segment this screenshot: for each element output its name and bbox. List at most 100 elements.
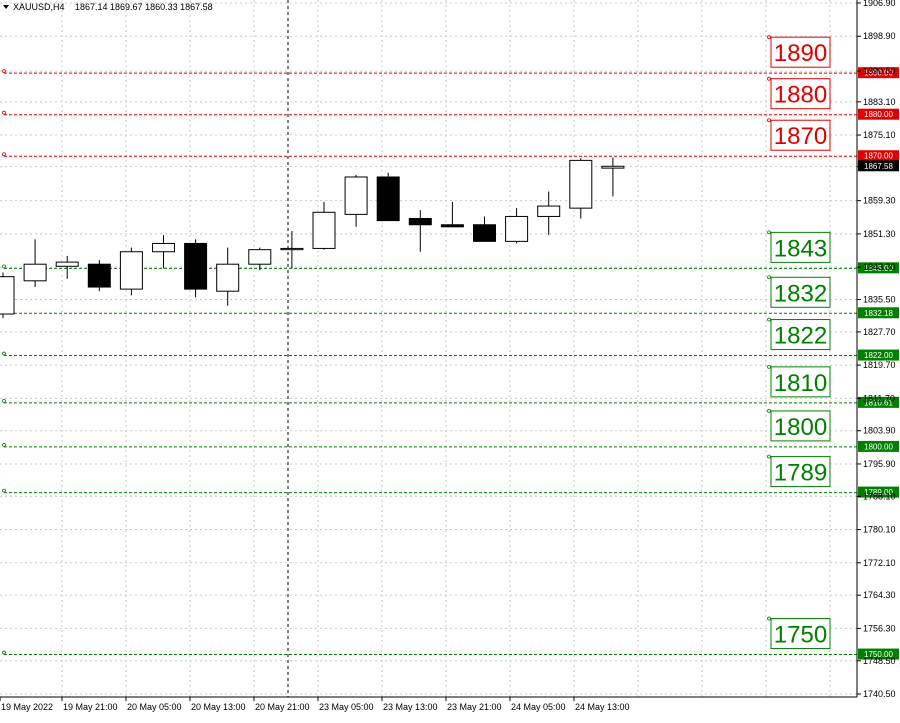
candle — [569, 158, 593, 219]
candles — [0, 157, 625, 319]
price-tick-label: 1740.50 — [863, 689, 896, 699]
time-tick-label: 23 May 13:00 — [383, 702, 438, 712]
level-label: 1800 — [774, 414, 827, 441]
candle-body — [0, 276, 15, 315]
candle — [248, 247, 272, 271]
candle — [280, 230, 304, 269]
time-tick-label: 23 May 05:00 — [319, 702, 374, 712]
level-label-box — [770, 319, 831, 351]
chart-header: XAUUSD,H4 1867.14 1869.67 1860.33 1867.5… — [3, 2, 213, 12]
level-label: 1880 — [774, 82, 827, 109]
level-box-anchor-icon — [767, 454, 771, 459]
level-label: 1822 — [774, 323, 827, 350]
candle-body — [601, 165, 625, 169]
level-label-box — [770, 366, 831, 398]
level-anchor-icon — [2, 488, 6, 493]
price-tick-label: 1788.10 — [863, 491, 896, 501]
level-price-tag-text: 1822.00 — [864, 351, 893, 360]
level-price-tag — [858, 440, 899, 452]
price-tick-label: 1795.90 — [863, 459, 896, 469]
candle-body — [312, 211, 336, 249]
candle-body — [505, 215, 529, 242]
level-price-tag — [858, 262, 899, 274]
candle-body — [537, 205, 561, 217]
price-tick-label: 1756.30 — [863, 623, 896, 633]
candle — [601, 157, 625, 197]
level-anchor-icon — [2, 264, 6, 269]
candle-body — [280, 247, 304, 251]
level-label: 1750 — [774, 622, 827, 649]
level-box-anchor-icon — [767, 409, 771, 413]
current-price-tag — [858, 160, 899, 172]
level-price-tag — [858, 486, 899, 498]
level-price-tag — [858, 396, 899, 408]
level-label: 1890 — [774, 40, 827, 67]
level-1832: 1832 1832.18 — [2, 275, 899, 319]
time-tick-label: 23 May 21:00 — [447, 702, 502, 712]
time-tick-label: 20 May 21:00 — [255, 702, 310, 712]
level-price-tag-text: 1890.00 — [864, 69, 893, 78]
level-price-tag-text: 1750.00 — [864, 650, 893, 659]
candle-body — [119, 251, 143, 290]
time-tick-label: 20 May 13:00 — [191, 702, 246, 712]
candle-body — [23, 263, 47, 282]
time-tick-label: 24 May 13:00 — [575, 702, 630, 712]
level-1750: 1750 1750.00 — [2, 616, 899, 660]
candle — [55, 255, 79, 279]
level-price-tag — [858, 349, 899, 361]
candle-body — [408, 218, 432, 226]
price-tick-label: 1772.10 — [863, 558, 896, 568]
candle — [119, 247, 143, 296]
level-box-anchor-icon — [767, 35, 771, 40]
candle-body — [473, 224, 496, 242]
level-box-anchor-icon — [767, 230, 771, 235]
candle — [87, 260, 111, 292]
candle-body — [376, 176, 400, 222]
price-tick-label: 1898.90 — [863, 31, 896, 41]
level-1800: 1800 1800.00 — [2, 409, 899, 452]
level-price-tag-text: 1800.00 — [864, 442, 893, 451]
price-tick-label: 1851.30 — [863, 229, 896, 239]
level-label: 1810 — [774, 370, 827, 397]
level-price-tag — [858, 648, 899, 660]
level-price-tag-text: 1843.00 — [864, 264, 893, 273]
candle-body — [216, 263, 240, 292]
level-label: 1832 — [774, 280, 827, 307]
level-label-box — [770, 36, 831, 68]
candle-body — [87, 263, 111, 288]
level-box-anchor-icon — [767, 317, 771, 322]
level-label-box — [770, 618, 831, 650]
candle — [505, 208, 529, 244]
price-tick-label: 1827.70 — [863, 327, 896, 337]
triangle-down-icon[interactable] — [3, 5, 9, 9]
price-tick-label: 1811.70 — [863, 393, 895, 403]
level-price-tag-text: 1832.18 — [864, 309, 893, 318]
level-box-anchor-icon — [767, 616, 771, 621]
current-price-text: 1867.58 — [864, 162, 893, 171]
ohlc-readout: 1867.14 1869.67 1860.33 1867.58 — [75, 2, 213, 12]
level-anchor-icon — [2, 110, 6, 115]
candle-body — [440, 224, 464, 228]
symbol-label: XAUUSD,H4 — [13, 2, 65, 12]
candle — [440, 201, 464, 228]
candle — [152, 235, 175, 269]
level-label-box — [770, 456, 831, 488]
level-anchor-icon — [2, 650, 6, 655]
level-label: 1843 — [774, 235, 827, 262]
candle-body — [569, 159, 593, 209]
time-tick-label: 19 May 2022 — [1, 702, 53, 712]
level-1843: 1843 1843.00 — [2, 230, 899, 274]
level-label-box — [770, 231, 831, 263]
level-price-tag — [858, 307, 899, 319]
candle — [473, 216, 496, 242]
level-box-anchor-icon — [767, 76, 771, 81]
level-anchor-icon — [2, 351, 6, 356]
candle — [0, 272, 15, 319]
price-tick-label: 1859.30 — [863, 196, 896, 206]
price-tick-label: 1890.50 — [863, 66, 896, 76]
candle — [23, 239, 47, 288]
level-label-box — [770, 78, 831, 110]
candle — [184, 239, 208, 298]
